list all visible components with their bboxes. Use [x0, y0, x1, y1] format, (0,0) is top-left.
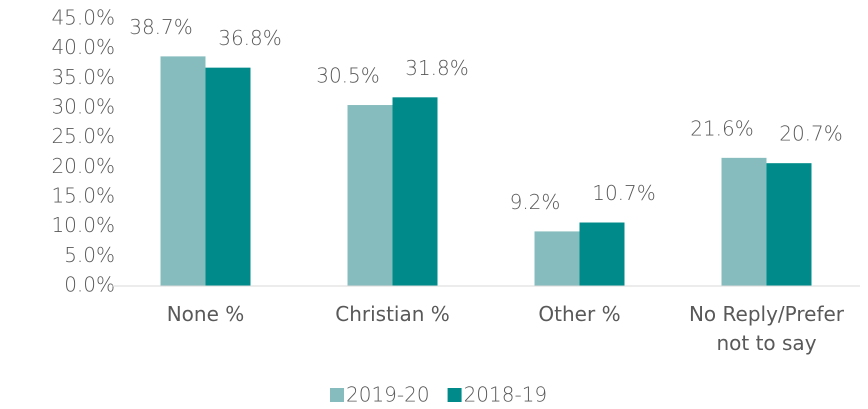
legend-swatch — [330, 388, 344, 402]
data-label: 21.6% — [690, 116, 754, 140]
data-label: 31.8% — [405, 56, 469, 80]
x-tick-label: None % — [166, 302, 245, 326]
y-tick-label: 0.0% — [64, 273, 115, 297]
y-tick-label: 30.0% — [51, 95, 115, 119]
y-tick-label: 10.0% — [51, 213, 115, 237]
bar — [766, 163, 812, 286]
y-tick-label: 25.0% — [51, 124, 115, 148]
data-label: 30.5% — [316, 64, 380, 88]
bar — [347, 105, 393, 287]
data-label: 36.8% — [218, 26, 282, 50]
legend-label: 2018-19 — [464, 383, 548, 407]
legend-label: 2019-20 — [346, 383, 430, 407]
x-tick-label: Other % — [538, 302, 621, 326]
bar — [579, 222, 625, 286]
data-label: 10.7% — [592, 181, 656, 205]
bar — [721, 157, 767, 286]
legend-swatch — [447, 388, 462, 402]
bar — [534, 231, 580, 286]
y-tick-label: 20.0% — [51, 154, 115, 178]
y-tick-label: 40.0% — [51, 35, 115, 59]
y-tick-label: 45.0% — [51, 6, 115, 30]
bar — [205, 67, 251, 286]
y-tick-label: 15.0% — [51, 184, 115, 208]
y-tick-label: 35.0% — [51, 65, 115, 89]
data-label: 9.2% — [510, 190, 561, 214]
bar — [160, 56, 206, 286]
bar — [392, 97, 438, 286]
data-label: 38.7% — [129, 15, 193, 39]
data-label: 20.7% — [779, 122, 843, 146]
y-tick-label: 5.0% — [64, 243, 115, 267]
x-tick-label: Christian % — [335, 302, 450, 326]
x-tick-label: No Reply/Prefer not to say — [688, 302, 845, 355]
